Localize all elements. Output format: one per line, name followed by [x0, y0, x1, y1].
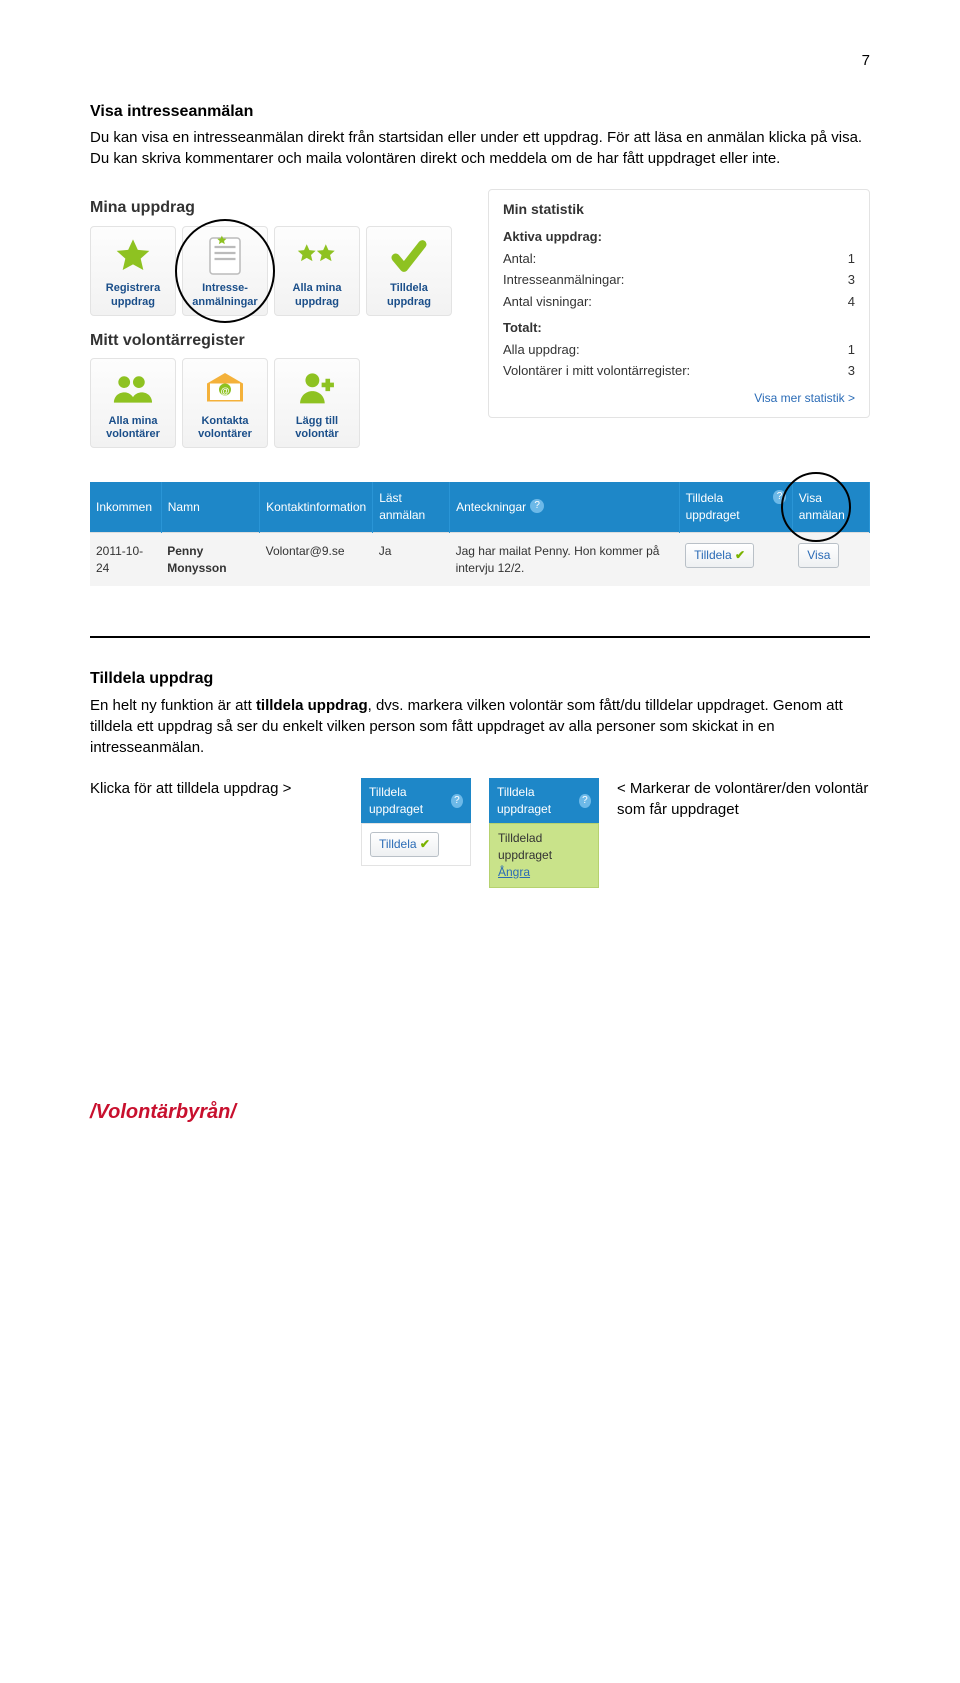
- card-label: Kontakta volontärer: [185, 415, 265, 441]
- stat-row: Alla uppdrag: 1: [503, 341, 855, 359]
- status-text: Tilldelad uppdraget: [498, 830, 590, 864]
- th-label: Anteckningar: [456, 499, 526, 516]
- stat-sub1: Aktiva uppdrag:: [503, 228, 855, 246]
- section2-body: En helt ny funktion är att tilldela uppd…: [90, 695, 870, 758]
- card-alla-mina[interactable]: Alla mina uppdrag: [274, 226, 360, 316]
- stars-icon: [295, 233, 339, 279]
- table-row: 2011-10-24 Penny Monysson Volontar@9.se …: [90, 532, 870, 586]
- stat-sub2: Totalt:: [503, 319, 855, 337]
- cell-tilldela: Tilldela ✔: [679, 532, 792, 586]
- stat-value: 3: [848, 362, 855, 380]
- help-icon[interactable]: ?: [451, 794, 463, 808]
- stat-value: 3: [848, 271, 855, 289]
- divider: [90, 636, 870, 638]
- brand-logo: /Volontärbyrån/: [90, 1098, 870, 1126]
- stat-row: Antal visningar: 4: [503, 293, 855, 311]
- stat-value: 1: [848, 341, 855, 359]
- stat-row: Volontärer i mitt volontärregister: 3: [503, 362, 855, 380]
- cell-kontakt: Volontar@9.se: [260, 532, 373, 586]
- cell-visa: Visa: [792, 532, 869, 586]
- mail-icon: @: [204, 365, 246, 411]
- tilldela-right-label: < Markerar de volontärer/den volontär so…: [617, 778, 870, 820]
- stat-label: Volontärer i mitt volontärregister:: [503, 362, 690, 380]
- tilldela-box-header: Tilldela uppdraget ?: [489, 778, 599, 824]
- card-label: Tilldela uppdrag: [369, 282, 449, 308]
- tilldela-box-after: Tilldela uppdraget ? Tilldelad uppdraget…: [489, 778, 599, 888]
- applications-table: Inkommen Namn Kontaktinformation Läst an…: [90, 482, 870, 586]
- th-last[interactable]: Läst anmälan: [373, 482, 450, 532]
- person-plus-icon: [297, 365, 337, 411]
- stat-value: 1: [848, 250, 855, 268]
- card-registrera[interactable]: Registrera uppdrag: [90, 226, 176, 316]
- section1-body: Du kan visa en intresseanmälan direkt fr…: [90, 127, 870, 169]
- hdr-label: Tilldela uppdraget: [497, 784, 579, 818]
- section2-title: Tilldela uppdrag: [90, 668, 870, 690]
- stat-title: Min statistik: [503, 200, 855, 220]
- card-label: Registrera uppdrag: [93, 282, 173, 308]
- th-namn[interactable]: Namn: [161, 482, 259, 532]
- tilldela-left-label: Klicka för att tilldela uppdrag >: [90, 778, 343, 799]
- th-inkommen[interactable]: Inkommen: [90, 482, 161, 532]
- cell-anteck: Jag har mailat Penny. Hon kommer på inte…: [450, 532, 679, 586]
- people-icon: [111, 365, 155, 411]
- card-label: Lägg till volontär: [277, 415, 357, 441]
- circle-annotation: [781, 472, 851, 542]
- help-icon[interactable]: ?: [579, 794, 591, 808]
- card-alla-volontarer[interactable]: Alla mina volontärer: [90, 358, 176, 448]
- tilldela-button[interactable]: Tilldela ✔: [685, 543, 754, 568]
- document-icon: [207, 233, 243, 279]
- th-tilldela[interactable]: Tilldela uppdraget?: [679, 482, 792, 532]
- th-kontakt[interactable]: Kontaktinformation: [260, 482, 373, 532]
- section1-title: Visa intresseanmälan: [90, 101, 870, 123]
- mina-uppdrag-label: Mina uppdrag: [90, 197, 470, 219]
- star-icon: [113, 233, 153, 279]
- card-kontakta[interactable]: @ Kontakta volontärer: [182, 358, 268, 448]
- stat-label: Antal visningar:: [503, 293, 592, 311]
- stat-row: Intresseanmälningar: 3: [503, 271, 855, 289]
- stat-value: 4: [848, 293, 855, 311]
- cell-last: Ja: [373, 532, 450, 586]
- th-visa[interactable]: Visa anmälan: [792, 482, 869, 532]
- stat-label: Alla uppdrag:: [503, 341, 580, 359]
- card-intresse[interactable]: Intresse- anmälningar: [182, 226, 268, 316]
- check-icon: [388, 233, 430, 279]
- undo-link[interactable]: Ångra: [498, 865, 530, 879]
- card-label: Alla mina uppdrag: [277, 282, 357, 308]
- stat-panel: Min statistik Aktiva uppdrag: Antal: 1 In…: [488, 189, 870, 418]
- page-number: 7: [90, 50, 870, 71]
- stat-label: Antal:: [503, 250, 536, 268]
- cell-namn: Penny Monysson: [161, 532, 259, 586]
- mitt-register-label: Mitt volontärregister: [90, 330, 470, 352]
- stat-label: Intresseanmälningar:: [503, 271, 624, 289]
- mitt-register-cards: Alla mina volontärer @ Kontakta volontär…: [90, 358, 470, 448]
- help-icon[interactable]: ?: [530, 499, 544, 513]
- svg-text:@: @: [221, 386, 230, 396]
- card-lagg-till[interactable]: Lägg till volontär: [274, 358, 360, 448]
- stat-more-link[interactable]: Visa mer statistik >: [503, 390, 855, 407]
- card-label: Intresse- anmälningar: [185, 282, 265, 308]
- mina-uppdrag-cards: Registrera uppdrag Intresse- anmälningar…: [90, 226, 470, 316]
- th-label: Tilldela uppdraget: [686, 490, 770, 524]
- visa-button[interactable]: Visa: [798, 543, 839, 568]
- th-anteck[interactable]: Anteckningar?: [450, 482, 679, 532]
- card-label: Alla mina volontärer: [93, 415, 173, 441]
- cell-inkommen: 2011-10-24: [90, 532, 161, 586]
- hdr-label: Tilldela uppdraget: [369, 784, 451, 818]
- stat-row: Antal: 1: [503, 250, 855, 268]
- tilldela-button[interactable]: Tilldela ✔: [370, 832, 439, 857]
- tilldela-box-header: Tilldela uppdraget ?: [361, 778, 471, 824]
- card-tilldela[interactable]: Tilldela uppdrag: [366, 226, 452, 316]
- tilldela-box-before: Tilldela uppdraget ? Tilldela ✔: [361, 778, 471, 866]
